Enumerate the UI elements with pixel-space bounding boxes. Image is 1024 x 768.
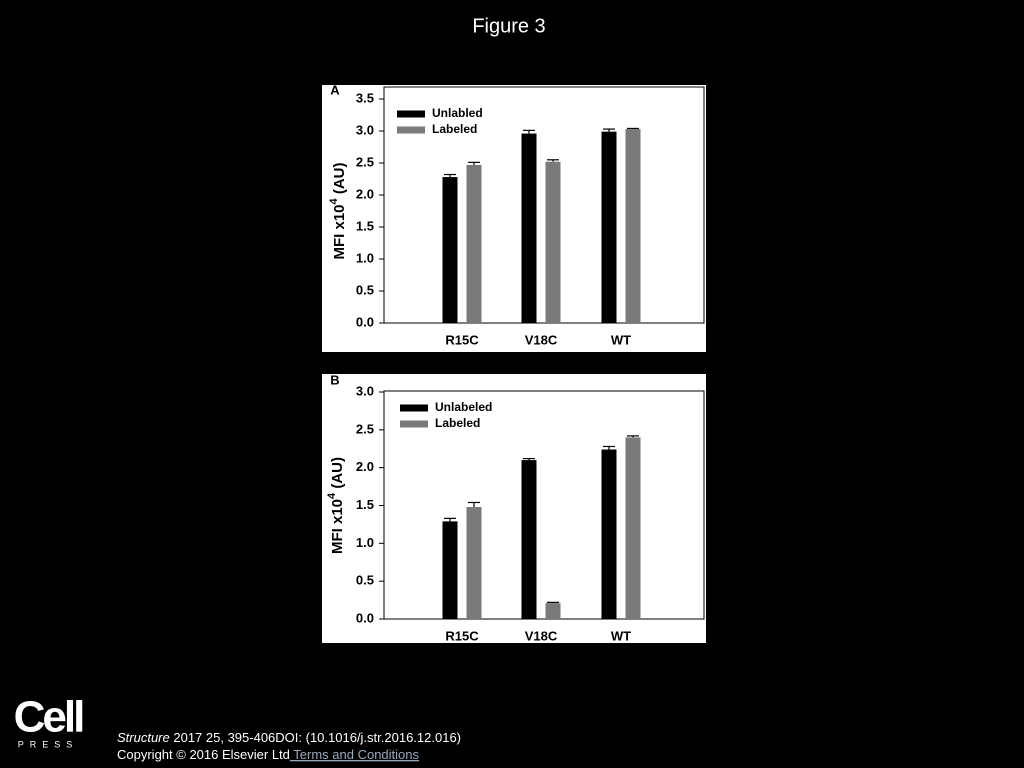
y-tick-label: 1.5 bbox=[356, 497, 374, 512]
panel-a-background bbox=[322, 85, 706, 352]
y-axis-label-part: (AU) bbox=[329, 457, 346, 493]
bar bbox=[545, 161, 561, 323]
legend-swatch bbox=[397, 126, 425, 134]
logo-text: Cell bbox=[14, 693, 83, 742]
error-bar bbox=[627, 435, 639, 438]
error-bar bbox=[547, 159, 559, 162]
y-tick-label: 0.5 bbox=[356, 282, 374, 297]
y-tick-label: 3.0 bbox=[356, 122, 374, 137]
legend-label: Unlabled bbox=[432, 106, 483, 120]
y-tick-label: 2.0 bbox=[356, 459, 374, 474]
y-axis-label-part: 4 bbox=[328, 197, 340, 204]
y-tick-label: 2.5 bbox=[356, 154, 374, 169]
y-tick-label: 1.5 bbox=[356, 218, 374, 233]
copyright: Copyright © 2016 Elsevier Ltd bbox=[117, 747, 290, 762]
x-tick-label: WT bbox=[611, 628, 631, 643]
panel-label: A bbox=[330, 82, 340, 97]
error-bar bbox=[444, 517, 456, 522]
y-tick-label: 0.0 bbox=[356, 314, 374, 329]
legend-label: Unlabeled bbox=[435, 400, 492, 414]
y-tick-label: 2.0 bbox=[356, 186, 374, 201]
plot-frame bbox=[383, 86, 705, 324]
panel-label: B bbox=[330, 372, 339, 387]
copyright-line: Copyright © 2016 Elsevier Ltd Terms and … bbox=[117, 747, 420, 762]
legend-swatch bbox=[400, 404, 428, 412]
bar bbox=[521, 460, 537, 619]
terms-link[interactable]: Terms and Conditions bbox=[290, 747, 420, 762]
bar bbox=[545, 603, 561, 619]
error-bar bbox=[603, 128, 615, 132]
error-bar bbox=[468, 161, 480, 165]
bar bbox=[521, 133, 537, 323]
bar bbox=[466, 507, 482, 619]
bar bbox=[442, 521, 458, 619]
error-bar bbox=[523, 457, 535, 461]
y-axis-label: MFI x104 (AU) bbox=[326, 457, 346, 554]
x-tick-label: R15C bbox=[445, 628, 479, 643]
journal: Structure bbox=[117, 730, 170, 745]
legend-label: Labeled bbox=[435, 416, 480, 430]
error-bar bbox=[468, 501, 480, 508]
y-tick-label: 3.5 bbox=[356, 90, 374, 105]
bar bbox=[625, 129, 641, 323]
y-axis-label: MFI x104 (AU) bbox=[328, 163, 348, 260]
legend-label: Labeled bbox=[432, 122, 477, 136]
legend-swatch bbox=[397, 110, 425, 118]
logo-subtext: PRESS bbox=[18, 739, 79, 749]
x-tick-label: V18C bbox=[525, 628, 558, 643]
error-bar bbox=[547, 601, 559, 604]
y-axis-label-part: (AU) bbox=[331, 163, 348, 199]
error-bar bbox=[603, 445, 615, 450]
citation: Structure 2017 25, 395-406DOI: (10.1016/… bbox=[117, 730, 461, 745]
bar bbox=[466, 164, 482, 323]
citation-text: 2017 25, 395-406DOI: (10.1016/j.str.2016… bbox=[170, 730, 461, 745]
y-axis-label-part: 4 bbox=[326, 492, 338, 499]
y-tick-label: 1.0 bbox=[356, 250, 374, 265]
y-tick-label: 0.0 bbox=[356, 610, 374, 625]
bar bbox=[442, 177, 458, 323]
x-tick-label: V18C bbox=[525, 332, 558, 347]
error-bar bbox=[523, 129, 535, 134]
x-tick-label: WT bbox=[611, 332, 631, 347]
bar bbox=[601, 131, 617, 323]
panel-b-background bbox=[322, 374, 706, 643]
x-tick-label: R15C bbox=[445, 332, 479, 347]
slide-title: Figure 3 bbox=[472, 15, 545, 37]
y-axis-label-part: MFI x10 bbox=[329, 499, 346, 554]
y-tick-label: 1.0 bbox=[356, 535, 374, 550]
bar bbox=[601, 449, 617, 619]
y-axis-label-part: MFI x10 bbox=[331, 204, 348, 259]
y-tick-label: 0.5 bbox=[356, 573, 374, 588]
bar bbox=[625, 437, 641, 619]
y-tick-label: 3.0 bbox=[356, 383, 374, 398]
error-bar bbox=[627, 127, 639, 130]
y-tick-label: 2.5 bbox=[356, 421, 374, 436]
legend-swatch bbox=[400, 420, 428, 428]
error-bar bbox=[444, 173, 456, 178]
